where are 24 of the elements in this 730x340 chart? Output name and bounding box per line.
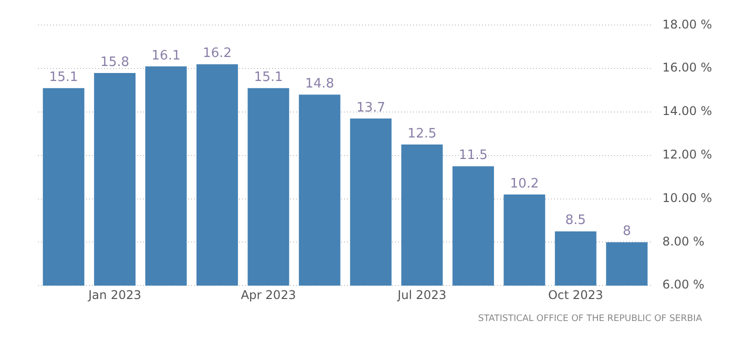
y-tick-label: 14.00 % bbox=[662, 104, 712, 118]
y-tick-label: 6.00 % bbox=[662, 278, 704, 292]
data-label: 15.8 bbox=[100, 54, 130, 70]
data-label: 11.5 bbox=[458, 148, 488, 164]
data-label: 12.5 bbox=[408, 126, 436, 142]
y-tick-label: 16.00 % bbox=[662, 60, 712, 75]
text: STATISTICAL OFFICE OF THE REPUBLIC OF SERBIA bbox=[477, 314, 703, 324]
y-tick-label: 12.00 % bbox=[662, 148, 712, 162]
data-label: 8.5 bbox=[565, 213, 586, 228]
data-label: 8 bbox=[622, 224, 631, 240]
y-tick-label: 8.00 % bbox=[662, 234, 704, 248]
x-tick-label: Oct 2023 bbox=[548, 288, 604, 302]
data-label: 15.1 bbox=[49, 70, 78, 86]
data-label: 16.1 bbox=[152, 48, 180, 64]
data-label: 13.7 bbox=[356, 100, 386, 116]
y-tick-label: 10.00 % bbox=[662, 190, 712, 205]
y-tick-label: 18.00 % bbox=[662, 17, 712, 32]
data-label: 14.8 bbox=[305, 76, 334, 92]
data-label: 10.2 bbox=[510, 176, 539, 192]
data-label: 16.2 bbox=[202, 46, 232, 62]
x-tick-label: Jul 2023 bbox=[396, 288, 446, 302]
x-tick-label: Apr 2023 bbox=[240, 288, 296, 302]
data-label: 15.1 bbox=[254, 70, 283, 86]
x-tick-label: Jan 2023 bbox=[87, 288, 142, 302]
